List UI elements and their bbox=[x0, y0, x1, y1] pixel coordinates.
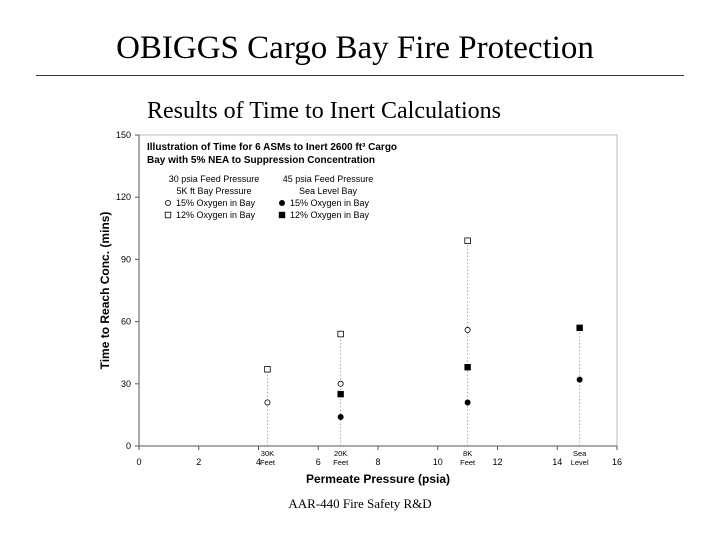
y-axis-label: Time to Reach Conc. (mins) bbox=[98, 212, 112, 370]
chart-title-line: Illustration of Time for 6 ASMs to Inert… bbox=[147, 142, 397, 153]
legend-group-header: 30 psia Feed Pressure bbox=[169, 174, 260, 184]
altitude-label: 20K bbox=[334, 449, 347, 458]
legend-entry: 15% Oxygen in Bay bbox=[176, 198, 256, 208]
data-point bbox=[264, 366, 271, 373]
legend-group-header: 5K ft Bay Pressure bbox=[176, 186, 251, 196]
altitude-label: Sea bbox=[573, 449, 587, 458]
x-axis-label: Permeate Pressure (psia) bbox=[306, 472, 450, 486]
x-tick-label: 2 bbox=[196, 457, 201, 467]
data-point bbox=[464, 237, 471, 244]
y-tick-label: 60 bbox=[121, 317, 131, 327]
slide-footer: AAR-440 Fire Safety R&D bbox=[288, 496, 432, 511]
x-tick-label: 0 bbox=[136, 457, 141, 467]
title-divider bbox=[36, 75, 684, 76]
altitude-label: Feet bbox=[333, 458, 349, 467]
altitude-label: Level bbox=[571, 458, 589, 467]
altitude-label: Feet bbox=[260, 458, 276, 467]
data-point bbox=[337, 330, 344, 338]
data-point bbox=[464, 399, 471, 406]
data-point bbox=[464, 326, 471, 333]
data-point bbox=[464, 364, 471, 371]
y-tick-label: 0 bbox=[126, 441, 131, 451]
x-tick-label: 8 bbox=[375, 457, 380, 467]
y-tick-label: 30 bbox=[121, 379, 131, 389]
data-point bbox=[576, 376, 583, 383]
data-point bbox=[264, 399, 271, 406]
data-point bbox=[576, 324, 583, 332]
legend-marker bbox=[278, 199, 285, 206]
x-tick-label: 16 bbox=[612, 457, 622, 467]
legend-entry: 12% Oxygen in Bay bbox=[290, 210, 370, 220]
slide-title: OBIGGS Cargo Bay Fire Protection bbox=[116, 30, 594, 66]
altitude-label: 8K bbox=[463, 449, 472, 458]
y-tick-label: 90 bbox=[121, 254, 131, 264]
legend-entry: 12% Oxygen in Bay bbox=[176, 210, 256, 220]
data-point bbox=[337, 390, 344, 398]
slide-subtitle: Results of Time to Inert Calculations bbox=[147, 98, 501, 124]
data-point bbox=[337, 413, 344, 420]
legend-marker bbox=[278, 211, 286, 219]
x-tick-label: 12 bbox=[492, 457, 502, 467]
chart-plot-area: 0 30 60 90 120 150 0 2 4 6 8 10 12 14 16 Permeate Press… bbox=[98, 130, 622, 486]
legend-marker bbox=[164, 199, 171, 206]
x-tick-label: 10 bbox=[433, 457, 443, 467]
x-tick-label: 14 bbox=[552, 457, 562, 467]
x-tick-label: 4 bbox=[256, 457, 261, 467]
chart-title-line: Bay with 5% NEA to Suppression Concentra… bbox=[147, 155, 375, 166]
legend-group-header: Sea Level Bay bbox=[299, 186, 358, 196]
altitude-label: Feet bbox=[460, 458, 476, 467]
legend-entry: 15% Oxygen in Bay bbox=[290, 198, 370, 208]
legend-group-header: 45 psia Feed Pressure bbox=[283, 174, 374, 184]
x-tick-label: 6 bbox=[316, 457, 321, 467]
data-point bbox=[337, 380, 344, 387]
y-tick-label: 150 bbox=[116, 130, 131, 140]
legend-marker bbox=[164, 211, 172, 219]
y-tick-label: 120 bbox=[116, 192, 131, 202]
altitude-label: 30K bbox=[261, 449, 274, 458]
